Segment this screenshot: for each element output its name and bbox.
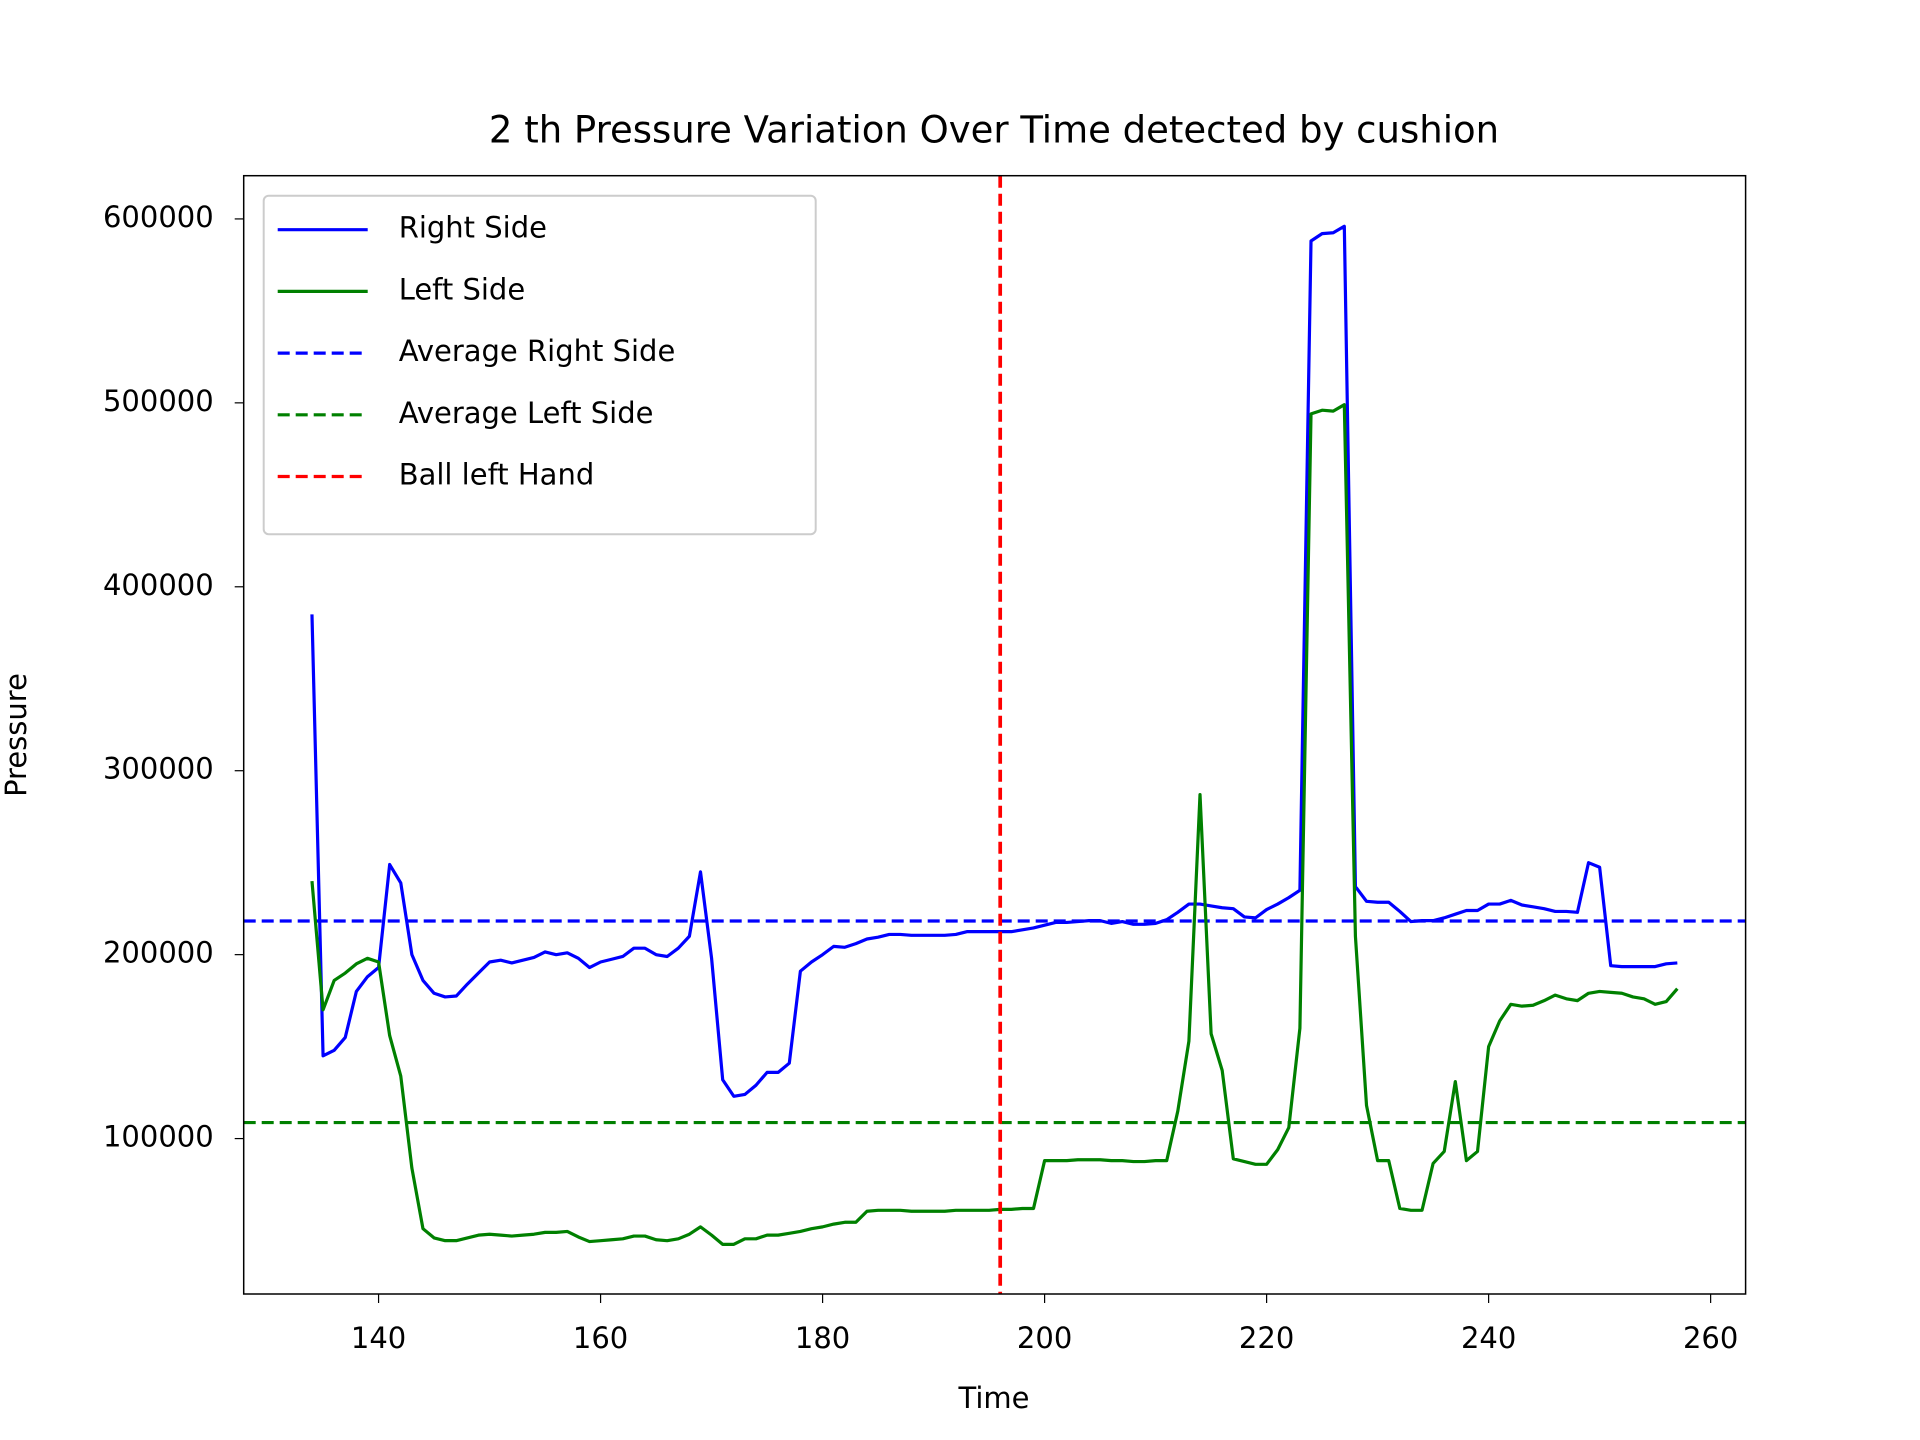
plot-frame: [242, 174, 1747, 1295]
y-tick-label: 100000: [103, 1120, 214, 1154]
y-tick-label: 600000: [103, 200, 214, 234]
x-axis-label: Time: [958, 1381, 1030, 1415]
y-axis-label: Pressure: [0, 673, 33, 797]
x-tick-label: 220: [1239, 1321, 1294, 1355]
x-tick-label: 160: [573, 1321, 628, 1355]
legend-label: Ball left Hand: [399, 458, 595, 492]
data-line: [310, 403, 1679, 1246]
x-tick-label: 180: [795, 1321, 850, 1355]
y-tick-label: 300000: [103, 752, 214, 786]
chart-title: 2 th Pressure Variation Over Time detect…: [489, 109, 1499, 152]
x-tick-label: 140: [351, 1321, 406, 1355]
data-line: [310, 224, 1678, 1098]
legend-label: Right Side: [399, 211, 547, 245]
legend-label: Average Left Side: [399, 396, 654, 430]
y-tick-label: 500000: [103, 384, 214, 418]
legend-label: Left Side: [399, 272, 526, 306]
y-tick-label: 400000: [103, 568, 214, 602]
legend-label: Average Right Side: [399, 334, 676, 368]
x-tick-label: 240: [1461, 1321, 1516, 1355]
x-tick-label: 200: [1017, 1321, 1072, 1355]
x-tick-label: 260: [1683, 1321, 1738, 1355]
legend-box: [262, 194, 817, 536]
y-tick-label: 200000: [103, 936, 214, 970]
